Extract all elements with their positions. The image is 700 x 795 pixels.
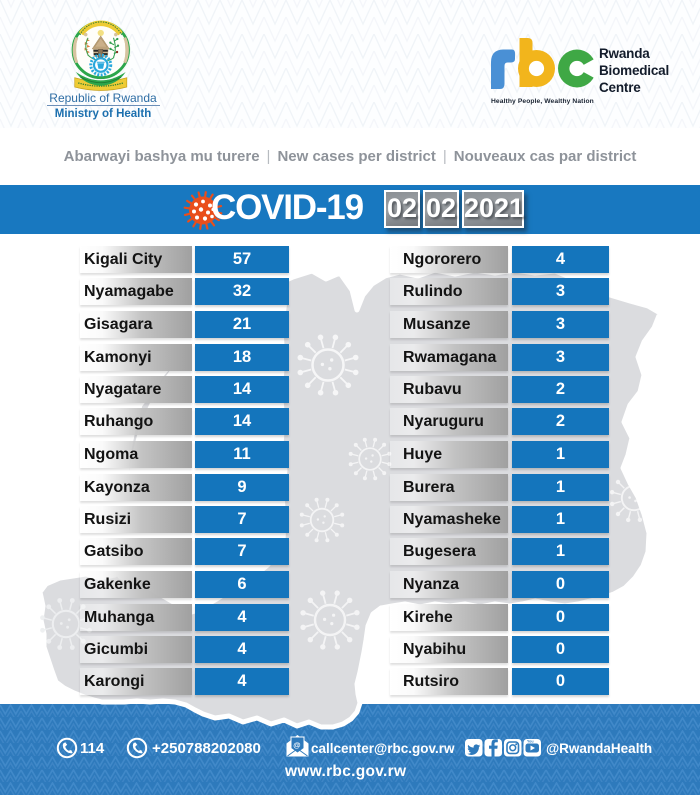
svg-text:Healthy People, Wealthy Nation: Healthy People, Wealthy Nation — [491, 98, 594, 105]
svg-text:You: You — [527, 740, 534, 744]
svg-text:@: @ — [293, 741, 300, 750]
